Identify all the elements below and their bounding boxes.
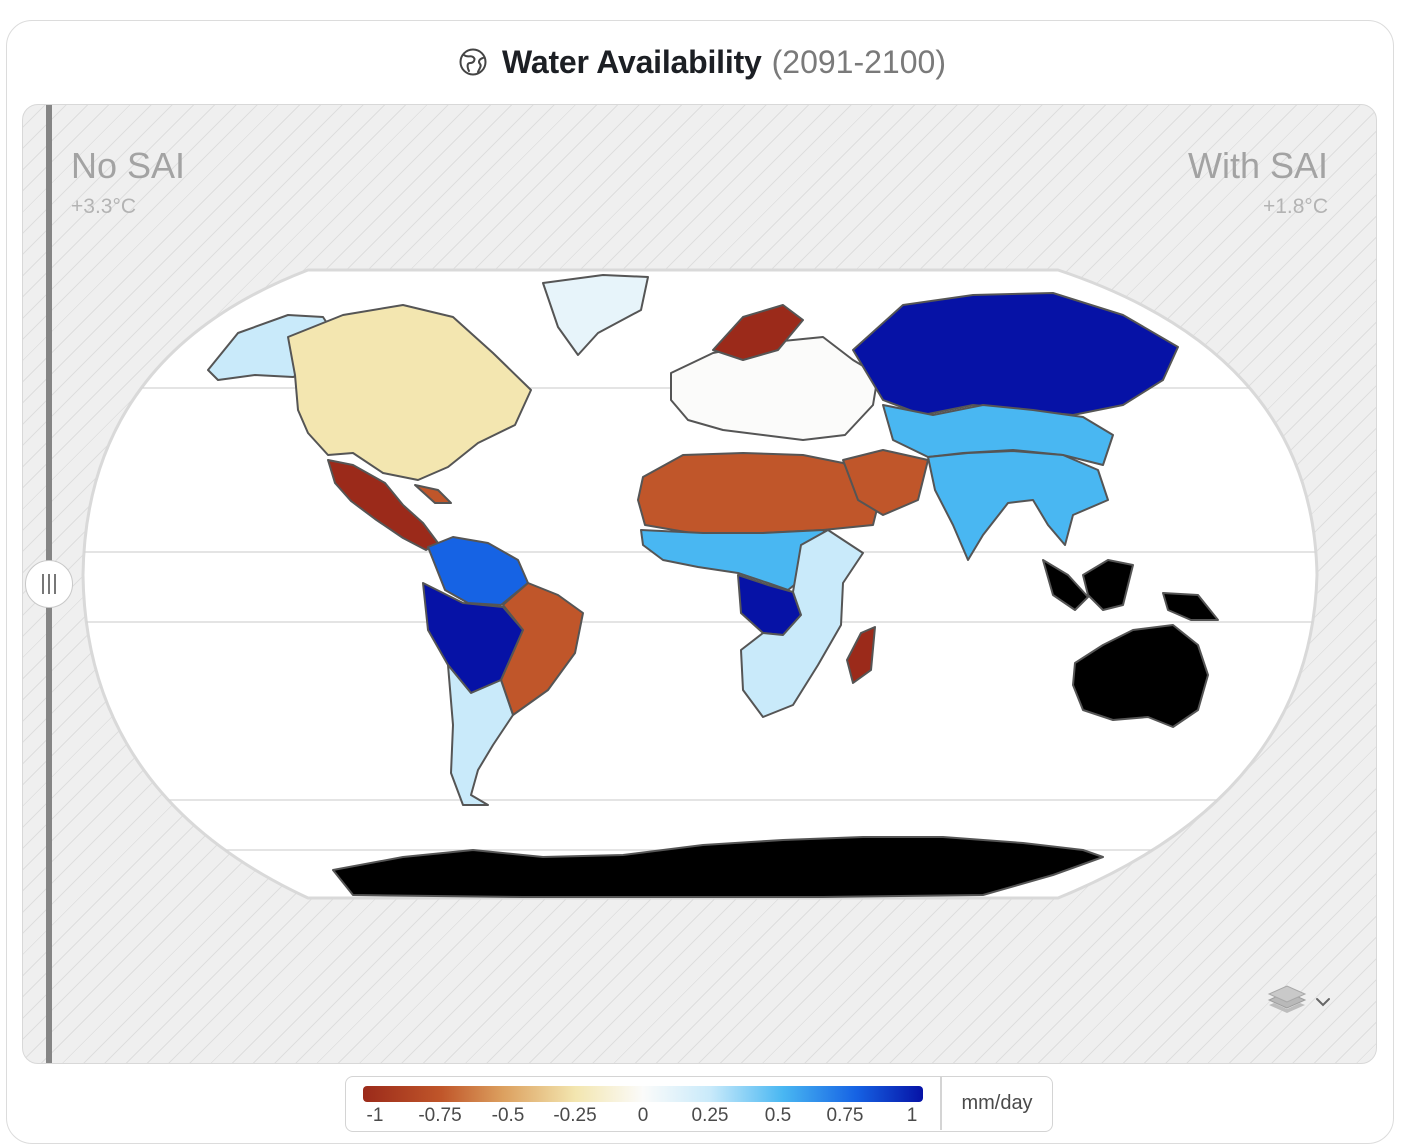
region-sahara [637, 452, 884, 536]
drag-handle-icon [42, 574, 44, 594]
region-east-south-africa [740, 529, 864, 718]
region-caribbean [414, 484, 452, 504]
scenario-left: No SAI +3.3°C [71, 145, 185, 219]
title-label: Water Availability [502, 43, 762, 80]
legend-tick: -1 [366, 1105, 384, 1126]
scenario-right-name: With SAI [1187, 145, 1328, 186]
region-scandinavia [712, 304, 804, 361]
region-south-asia [927, 450, 1109, 561]
color-legend: -1 -0.75 -0.5 -0.25 0 0.25 0.5 0.75 1 mm… [345, 1076, 1053, 1132]
region-new-guinea [1162, 592, 1219, 621]
legend-divider [940, 1077, 942, 1130]
region-greenland [542, 274, 649, 356]
legend-unit: mm/day [961, 1092, 1033, 1114]
legend-tick: 0 [637, 1105, 649, 1126]
scenario-right: With SAI +1.8°C [1188, 145, 1328, 219]
region-east-brazil [500, 582, 584, 716]
legend-tick: -0.75 [418, 1105, 462, 1126]
title-period: (2091-2100) [771, 43, 946, 80]
chevron-down-icon [1314, 995, 1332, 1013]
globe-icon [456, 45, 490, 79]
region-madagascar [846, 626, 876, 684]
region-north-america [287, 304, 532, 481]
legend-tick-labels: -1 -0.75 -0.5 -0.25 0 0.25 0.5 0.75 1 [346, 1105, 946, 1129]
region-siberia [852, 292, 1179, 416]
region-australia [1072, 624, 1209, 728]
region-maritime-se-asia [1042, 559, 1134, 611]
map-panel[interactable]: No SAI +3.3°C With SAI +1.8°C [22, 104, 1377, 1064]
legend-tick: 0.5 [764, 1105, 792, 1126]
legend-tick: -0.25 [553, 1105, 597, 1126]
region-middle-east [842, 449, 929, 516]
scenario-left-warming: +3.3°C [71, 195, 137, 218]
scenario-left-name: No SAI [71, 145, 186, 186]
compare-slider-handle[interactable] [25, 560, 73, 608]
legend-tick: 0.75 [826, 1105, 864, 1126]
scenario-right-warming: +1.8°C [1262, 195, 1328, 218]
title-text: Water Availability (2091-2100) [502, 44, 946, 81]
legend-tick: 0.25 [691, 1105, 729, 1126]
layers-icon [1266, 980, 1308, 1027]
legend-tick: -0.5 [491, 1105, 525, 1126]
layers-toggle[interactable] [1266, 980, 1332, 1027]
legend-color-ramp [363, 1086, 923, 1102]
legend-tick: 1 [906, 1105, 918, 1126]
region-south-america-south [447, 664, 514, 806]
region-antarctica [332, 836, 1104, 898]
map-title: Water Availability (2091-2100) [0, 40, 1402, 84]
drag-handle-icon [54, 574, 56, 594]
land-regions [207, 274, 1219, 898]
world-map[interactable] [23, 105, 1377, 1064]
drag-handle-icon [48, 574, 50, 594]
